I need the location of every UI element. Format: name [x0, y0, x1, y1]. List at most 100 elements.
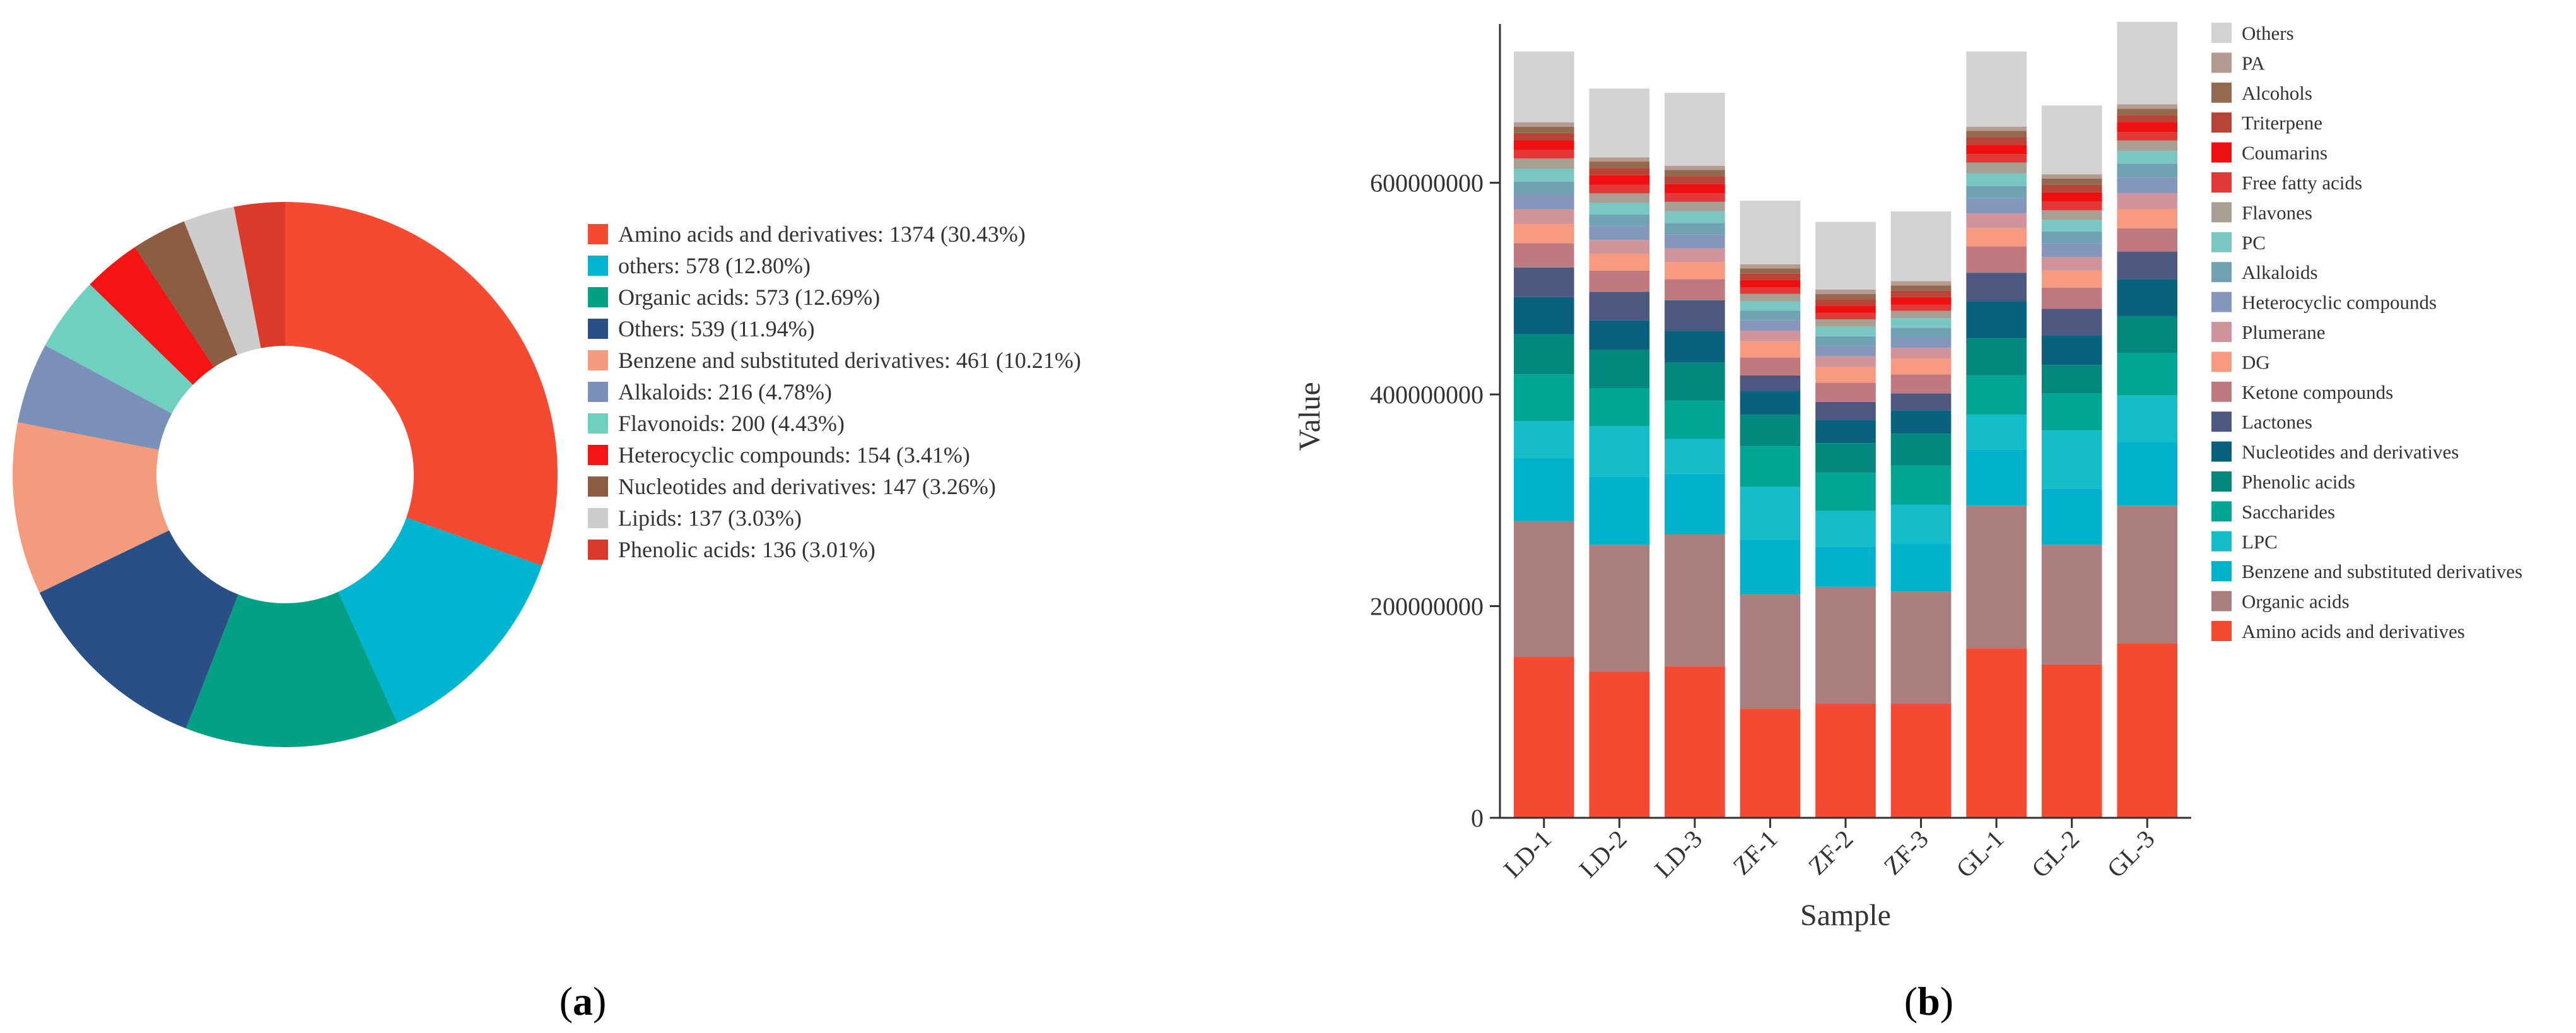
panel-label-a-letter: a — [573, 979, 593, 1024]
bar-segment-ld-1-alcohols-18 — [1513, 126, 1574, 133]
bar-segment-ld-3-pa-19 — [1665, 165, 1725, 170]
legend-label-b-dg-11: DG — [2242, 351, 2270, 373]
bar-segment-zf-2-free-fatty-acids-15 — [1815, 312, 1876, 319]
bar-segment-ld-3-triterpene-17 — [1665, 176, 1725, 184]
bar-segment-zf-2-pa-19 — [1815, 290, 1876, 294]
bar-stack-gl-3 — [2117, 21, 2178, 818]
bar-segment-gl-1-plumerane-10 — [1966, 213, 2027, 228]
bar-segment-ld-1-organic-acids-1 — [1513, 521, 1574, 658]
bar-segment-gl-1-alkaloids-12 — [1966, 186, 2027, 199]
bar-stack-ld-3 — [1665, 93, 1725, 818]
bar-segment-ld-3-organic-acids-1 — [1665, 534, 1725, 667]
bar-segment-ld-3-pc-13 — [1665, 211, 1725, 223]
legend-swatch-b-triterpene-3 — [2211, 112, 2232, 133]
bar-segment-ld-2-triterpene-17 — [1589, 168, 1650, 175]
bar-segment-ld-1-heterocyclic-compounds-11 — [1513, 194, 1574, 210]
bar-segment-ld-2-alkaloids-12 — [1589, 214, 1650, 227]
legend-swatch-b-organic-acids-19 — [2211, 591, 2232, 611]
bar-segment-gl-1-free-fatty-acids-15 — [1966, 154, 2027, 163]
bar-segment-gl-1-ketone-compounds-8 — [1966, 246, 2027, 273]
bar-segment-gl-3-flavones-14 — [2117, 140, 2178, 151]
legend-label-a-amino-acids-and-derivatives-0: Amino acids and derivatives: 1374 (30.43… — [618, 221, 1026, 247]
bar-segment-zf-2-phenolic-acids-5 — [1815, 443, 1876, 473]
legend-label-a-lipids-9: Lipids: 137 (3.03%) — [618, 505, 802, 531]
bar-segment-zf-3-others-20 — [1890, 211, 1952, 281]
legend-swatch-b-alcohols-2 — [2211, 82, 2232, 103]
legend-label-b-free-fatty-acids-5: Free fatty acids — [2242, 172, 2362, 194]
bar-legend: Others PA Alcohols Triterpene Coumarins Free … — [2211, 22, 2522, 642]
bar-segment-gl-1-saccharides-4 — [1966, 375, 2027, 415]
bar-segment-ld-3-coumarins-16 — [1665, 184, 1725, 194]
legend-label-b-flavones-6: Flavones — [2242, 201, 2312, 223]
legend-label-b-lpc-17: LPC — [2242, 531, 2278, 553]
bar-segment-ld-3-free-fatty-acids-15 — [1665, 193, 1725, 202]
legend-label-a-heterocyclic-compounds-7: Heterocyclic compounds: 154 (3.41%) — [618, 442, 970, 468]
legend-swatch-b-benzene-and-substituted-derivatives-18 — [2211, 561, 2232, 582]
panel-label-b-letter: b — [1917, 979, 1940, 1024]
bar-segment-ld-2-organic-acids-1 — [1589, 545, 1650, 672]
bar-segment-ld-1-pa-19 — [1513, 122, 1574, 127]
bar-segment-ld-2-phenolic-acids-5 — [1589, 350, 1650, 389]
bar-segment-ld-2-pa-19 — [1589, 157, 1650, 162]
legend-label-b-saccharides-16: Saccharides — [2242, 500, 2335, 522]
bar-segment-ld-2-flavones-14 — [1589, 193, 1650, 203]
bar-segment-zf-2-heterocyclic-compounds-11 — [1815, 345, 1876, 357]
bar-segment-ld-1-pc-13 — [1513, 168, 1574, 182]
bar-segment-gl-3-pc-13 — [2117, 151, 2178, 164]
bar-segment-gl-3-others-20 — [2117, 21, 2178, 105]
bar-segment-gl-3-heterocyclic-compounds-11 — [2117, 177, 2178, 194]
bar-segment-zf-1-phenolic-acids-5 — [1740, 414, 1801, 447]
bar-segment-zf-2-lpc-3 — [1815, 511, 1876, 547]
bar-segment-zf-2-organic-acids-1 — [1815, 587, 1876, 704]
bar-segment-zf-3-triterpene-17 — [1890, 290, 1952, 297]
bar-segment-zf-1-organic-acids-1 — [1740, 594, 1801, 709]
bar-segment-zf-3-coumarins-16 — [1890, 297, 1952, 305]
legend-swatch-a-nucleotides-and-derivatives-8 — [588, 476, 608, 497]
donut-slice-organic-acids-2 — [185, 591, 398, 747]
bar-segment-zf-2-saccharides-4 — [1815, 473, 1876, 511]
bar-segment-gl-2-saccharides-4 — [2041, 393, 2102, 431]
bar-segment-ld-1-triterpene-17 — [1513, 133, 1574, 141]
bar-segment-zf-1-alkaloids-12 — [1740, 310, 1801, 321]
legend-label-b-plumerane-10: Plumerane — [2242, 321, 2326, 343]
bar-segment-zf-1-dg-9 — [1740, 341, 1801, 358]
bar-segment-gl-2-benzene-and-substituted-derivatives-2 — [2041, 488, 2102, 545]
bar-segment-zf-1-ketone-compounds-8 — [1740, 357, 1801, 375]
bar-segment-gl-2-phenolic-acids-5 — [2041, 365, 2102, 394]
bar-segment-gl-2-heterocyclic-compounds-11 — [2041, 243, 2102, 257]
y-axis: 0 200000000 400000000 600000000 — [1370, 24, 1501, 832]
legend-label-a-others-1: others: 578 (12.80%) — [618, 253, 811, 278]
bar-segment-ld-3-dg-9 — [1665, 262, 1725, 280]
bar-segment-gl-1-alcohols-18 — [1966, 131, 2027, 138]
x-tick-label-ld-3: LD-3 — [1649, 825, 1707, 883]
bar-segment-gl-3-plumerane-10 — [2117, 193, 2178, 210]
legend-label-b-nucleotides-and-derivatives-14: Nucleotides and derivatives — [2242, 441, 2459, 463]
bar-segment-gl-3-alkaloids-12 — [2117, 163, 2178, 178]
bar-segment-ld-1-plumerane-10 — [1513, 209, 1574, 225]
legend-label-b-amino-acids-and-derivatives-20: Amino acids and derivatives — [2242, 620, 2465, 642]
bar-segment-zf-2-dg-9 — [1815, 367, 1876, 383]
legend-swatch-b-plumerane-10 — [2211, 322, 2232, 342]
bar-segment-zf-1-coumarins-16 — [1740, 280, 1801, 288]
bar-segment-ld-1-lpc-3 — [1513, 421, 1574, 458]
x-tick-label-ld-1: LD-1 — [1498, 825, 1557, 883]
legend-swatch-b-coumarins-4 — [2211, 142, 2232, 163]
bar-segment-gl-2-pc-13 — [2041, 220, 2102, 232]
bar-stack-ld-1 — [1513, 51, 1574, 818]
bar-segment-zf-3-amino-acids-and-derivatives-0 — [1890, 703, 1952, 818]
bar-segment-ld-3-plumerane-10 — [1665, 248, 1725, 263]
legend-swatch-b-lactones-13 — [2211, 411, 2232, 432]
bar-stack-gl-1 — [1966, 51, 2027, 818]
bar-segment-zf-1-flavones-14 — [1740, 293, 1801, 302]
bar-segment-gl-3-lactones-7 — [2117, 251, 2178, 280]
legend-label-a-flavonoids-6: Flavonoids: 200 (4.43%) — [618, 411, 845, 436]
bar-segment-zf-1-triterpene-17 — [1740, 273, 1801, 280]
legend-label-b-alcohols-2: Alcohols — [2242, 82, 2312, 104]
bar-segment-gl-2-lactones-7 — [2041, 309, 2102, 336]
legend-swatch-b-pa-1 — [2211, 52, 2232, 73]
legend-label-a-alkaloids-5: Alkaloids: 216 (4.78%) — [618, 379, 832, 404]
bar-segment-zf-2-lactones-7 — [1815, 401, 1876, 420]
x-tick-label-gl-1: GL-1 — [1950, 825, 2009, 883]
legend-swatch-a-heterocyclic-compounds-7 — [588, 445, 608, 465]
